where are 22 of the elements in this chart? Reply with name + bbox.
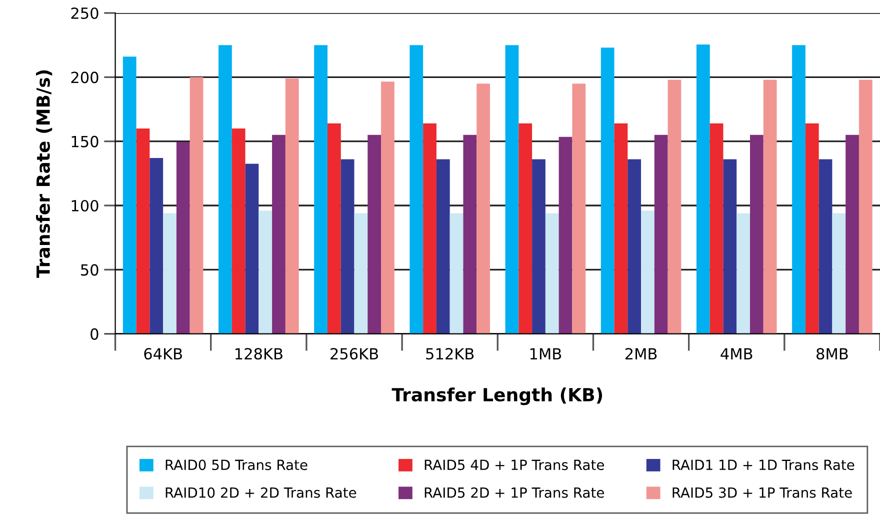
y-tick-label: 0 [90, 328, 98, 340]
x-tick-label: 64KB [144, 348, 182, 360]
y-tick-label: 50 [81, 264, 98, 276]
x-tick-label: 8MB [816, 348, 848, 360]
legend-label: RAID5 2D + 1P Trans Rate [424, 487, 604, 498]
y-axis-title: Transfer Rate (MB/s) [36, 70, 52, 278]
x-tick-label: 512KB [426, 348, 474, 360]
y-tick-label: 100 [72, 200, 98, 212]
x-axis-title: Transfer Length (KB) [392, 388, 602, 406]
legend-label: RAID10 2D + 2D Trans Rate [166, 487, 356, 498]
legend-label: RAID1 1D + 1D Trans Rate [672, 460, 854, 470]
legend-label: RAID5 4D + 1P Trans Rate [424, 460, 604, 470]
legend-label: RAID0 5D Trans Rate [166, 460, 308, 470]
y-tick-label: 250 [71, 7, 98, 20]
x-tick-label: 4MB [720, 348, 752, 360]
x-tick-label: 256KB [330, 348, 378, 360]
x-tick-label: 128KB [236, 348, 282, 360]
legend-label: RAID5 3D + 1P Trans Rate [672, 487, 852, 498]
y-tick-label: 200 [71, 72, 98, 84]
y-tick-label: 150 [72, 136, 98, 148]
x-tick-label: 1MB [530, 348, 562, 360]
x-tick-label: 2MB [625, 348, 657, 360]
